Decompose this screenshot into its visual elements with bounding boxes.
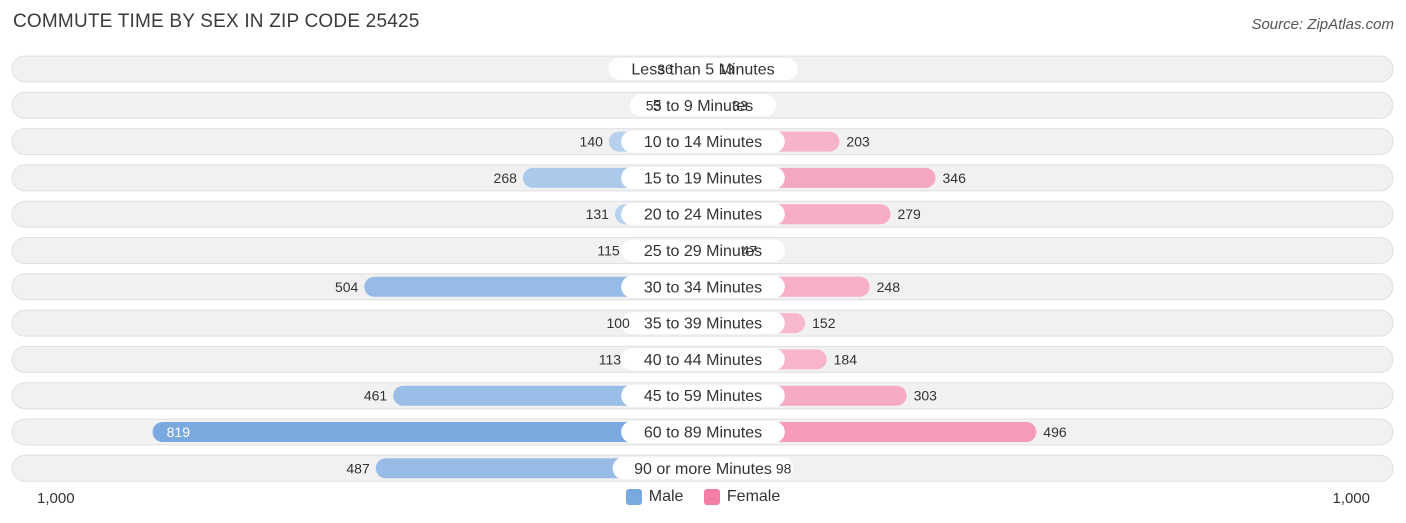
category-pill <box>621 166 785 189</box>
source-label: Source: ZipAtlas.com <box>1251 16 1394 33</box>
category-pill <box>621 421 785 443</box>
value-label-female: 346 <box>943 170 967 186</box>
category-pill <box>621 203 785 226</box>
category-pill <box>621 239 785 262</box>
legend-item-female: Female <box>703 488 781 506</box>
category-label: 40 to 44 Minutes <box>644 352 762 369</box>
value-label-male: 819 <box>167 424 191 440</box>
value-label-female: 47 <box>742 243 758 259</box>
axis-label-right: 1,000 <box>1332 490 1370 507</box>
value-label-male: 268 <box>494 170 518 186</box>
value-label-female: 184 <box>834 351 858 367</box>
value-label-female: 203 <box>846 134 870 150</box>
legend-swatch-male <box>625 489 642 505</box>
value-label-female: 152 <box>812 315 836 331</box>
value-label-male: 36 <box>657 61 673 77</box>
category-label: 20 to 24 Minutes <box>644 207 762 224</box>
value-label-female: 13 <box>719 61 735 77</box>
legend: Male Female <box>0 488 1406 510</box>
value-label-male: 461 <box>364 388 388 404</box>
value-label-female: 496 <box>1043 424 1067 440</box>
value-label-female: 98 <box>776 460 792 476</box>
category-label: 25 to 29 Minutes <box>644 243 762 260</box>
bar-male <box>152 422 713 442</box>
category-label: 30 to 34 Minutes <box>644 279 762 296</box>
category-pill <box>621 348 785 371</box>
category-pill <box>621 130 785 153</box>
value-label-female: 279 <box>897 206 921 222</box>
value-label-male: 115 <box>597 243 620 259</box>
legend-swatch-female <box>703 489 720 505</box>
category-pill <box>612 457 794 480</box>
value-label-male: 113 <box>599 351 622 367</box>
value-label-male: 140 <box>580 134 604 150</box>
category-label: 60 to 89 Minutes <box>644 425 762 442</box>
value-label-female: 248 <box>877 279 901 295</box>
value-label-male: 53 <box>646 97 662 113</box>
value-label-male: 504 <box>335 279 359 295</box>
category-label: 10 to 14 Minutes <box>644 134 762 151</box>
legend-label-male: Male <box>648 488 684 505</box>
category-label: Less than 5 Minutes <box>631 62 774 79</box>
value-label-male: 131 <box>586 206 610 222</box>
legend-item-male: Male <box>625 488 684 506</box>
category-label: 45 to 59 Minutes <box>644 388 762 405</box>
category-pill <box>608 58 798 80</box>
legend-label-female: Female <box>726 488 781 505</box>
axis-label-left: 1,000 <box>37 490 75 507</box>
value-label-male: 487 <box>346 460 370 476</box>
value-label-female: 33 <box>732 97 748 113</box>
category-pill <box>629 94 777 117</box>
chart-title: COMMUTE TIME BY SEX IN ZIP CODE 25425 <box>13 11 420 32</box>
category-pill <box>621 312 785 335</box>
value-label-female: 303 <box>914 388 938 404</box>
category-pill <box>621 275 785 298</box>
category-label: 5 to 9 Minutes <box>653 98 754 115</box>
category-label: 15 to 19 Minutes <box>644 170 762 187</box>
category-label: 35 to 39 Minutes <box>644 316 762 333</box>
category-pill <box>621 384 785 407</box>
value-label-male: 100 <box>606 315 630 331</box>
category-label: 90 or more Minutes <box>634 461 772 478</box>
